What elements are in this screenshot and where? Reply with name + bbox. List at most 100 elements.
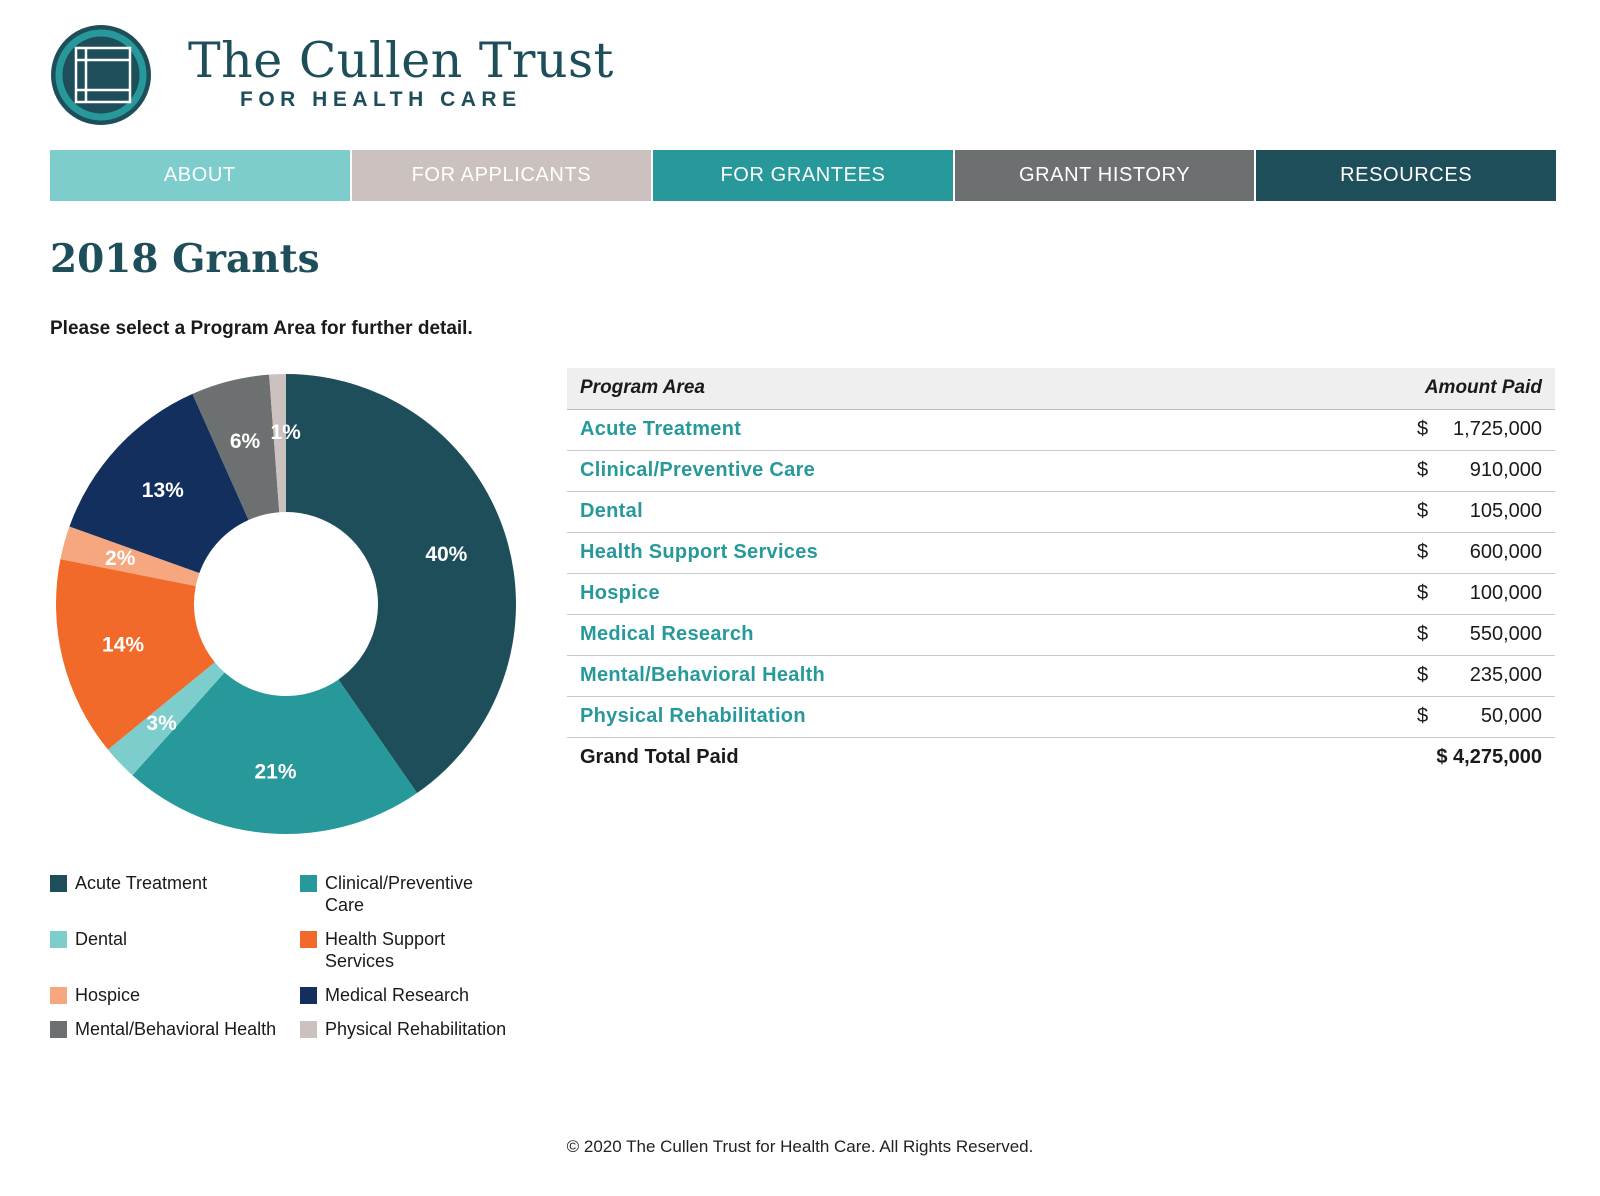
program-area-link[interactable]: Dental <box>567 491 1355 533</box>
slice-mental-behavioral-health[interactable] <box>192 374 280 520</box>
program-area-link[interactable]: Acute Treatment <box>567 409 1355 451</box>
currency-symbol: $ <box>1417 541 1429 563</box>
header-amount-paid: Amount Paid <box>1355 368 1555 410</box>
program-area-link[interactable]: Clinical/Preventive Care <box>567 450 1355 492</box>
currency-symbol: $ <box>1417 623 1429 645</box>
slice-clinical-preventive-care[interactable] <box>132 672 418 834</box>
slice-label-hospice: 2% <box>105 547 136 570</box>
nav-for-grantees[interactable]: FOR GRANTEES <box>653 150 953 201</box>
amount-cell: $550,000 <box>1355 614 1555 656</box>
legend-swatch <box>50 931 67 948</box>
legend-swatch <box>300 987 317 1004</box>
grants-donut-chart: 40% 21% 3% 14% 2% 13% 6% 1% <box>48 366 524 842</box>
instruction-text: Please select a Program Area for further… <box>50 318 473 339</box>
legend-item-mental-behavioral-health[interactable]: Mental/Behavioral Health <box>50 1018 300 1040</box>
nav-resources[interactable]: RESOURCES <box>1256 150 1556 201</box>
nav-about[interactable]: ABOUT <box>50 150 350 201</box>
amount-value: 100,000 <box>1469 582 1542 604</box>
slice-label-clinical-preventive-care: 21% <box>254 761 296 784</box>
legend-item-health-support-services[interactable]: Health Support Services <box>300 928 510 972</box>
grand-total-row: Grand Total Paid $ 4,275,000 <box>567 737 1555 778</box>
slice-label-physical-rehabilitation: 1% <box>271 421 302 444</box>
amount-value: 1,725,000 <box>1453 418 1542 440</box>
program-area-link[interactable]: Mental/Behavioral Health <box>567 655 1355 697</box>
amount-value: 105,000 <box>1469 500 1542 522</box>
currency-symbol: $ <box>1417 459 1429 481</box>
legend-swatch <box>50 987 67 1004</box>
table-row: Physical Rehabilitation $50,000 <box>567 696 1555 738</box>
amount-value: 235,000 <box>1469 664 1542 686</box>
legend-item-medical-research[interactable]: Medical Research <box>300 984 510 1006</box>
legend-label: Physical Rehabilitation <box>325 1019 507 1039</box>
legend-label: Hospice <box>75 985 141 1005</box>
legend-swatch <box>300 931 317 948</box>
amount-value: 50,000 <box>1480 705 1542 727</box>
amount-value: 550,000 <box>1469 623 1542 645</box>
slice-medical-research[interactable] <box>69 393 249 574</box>
legend-label: Clinical/Preventive Care <box>325 873 474 915</box>
legend-item-acute-treatment[interactable]: Acute Treatment <box>50 872 300 916</box>
amount-value: 600,000 <box>1469 541 1542 563</box>
cullen-logo-icon[interactable] <box>50 24 152 126</box>
amount-cell: $600,000 <box>1355 532 1555 574</box>
table-header-row: Program Area Amount Paid <box>567 368 1555 410</box>
legend-label: Health Support Services <box>325 929 446 971</box>
legend-swatch <box>300 1021 317 1038</box>
grand-total-amount: $ 4,275,000 <box>1436 746 1542 769</box>
legend-swatch <box>300 875 317 892</box>
currency-symbol: $ <box>1417 664 1429 686</box>
table-row: Dental $105,000 <box>567 491 1555 533</box>
legend-item-dental[interactable]: Dental <box>50 928 300 972</box>
slice-dental[interactable] <box>107 662 225 776</box>
amount-value: 910,000 <box>1469 459 1542 481</box>
amount-cell: $50,000 <box>1355 696 1555 738</box>
slice-label-acute-treatment: 40% <box>425 543 467 566</box>
slice-label-mental-behavioral-health: 6% <box>230 430 261 453</box>
slice-physical-rehabilitation[interactable] <box>269 374 286 513</box>
site-header: The Cullen Trust FOR HEALTH CARE <box>50 24 613 128</box>
currency-symbol: $ <box>1417 500 1429 522</box>
legend-swatch <box>50 1021 67 1038</box>
header-program-area: Program Area <box>567 368 1355 410</box>
legend-item-physical-rehabilitation[interactable]: Physical Rehabilitation <box>300 1018 510 1040</box>
chart-legend: Acute Treatment Clinical/Preventive Care… <box>50 872 510 1040</box>
nav-grant-history[interactable]: GRANT HISTORY <box>954 150 1255 201</box>
slice-label-health-support-services: 14% <box>102 634 144 657</box>
program-area-link[interactable]: Physical Rehabilitation <box>567 696 1355 738</box>
legend-label: Medical Research <box>325 985 470 1005</box>
amount-cell: $1,725,000 <box>1355 409 1555 451</box>
grand-total-label: Grand Total Paid <box>580 746 739 769</box>
table-row: Mental/Behavioral Health $235,000 <box>567 655 1555 697</box>
amount-cell: $100,000 <box>1355 573 1555 615</box>
footer-copyright: © 2020 The Cullen Trust for Health Care.… <box>566 1137 1034 1156</box>
slice-hospice[interactable] <box>60 526 200 587</box>
legend-item-clinical-preventive-care[interactable]: Clinical/Preventive Care <box>300 872 510 916</box>
amount-cell: $910,000 <box>1355 450 1555 492</box>
currency-symbol: $ <box>1417 582 1429 604</box>
program-area-link[interactable]: Hospice <box>567 573 1355 615</box>
legend-label: Dental <box>75 929 128 949</box>
slice-label-dental: 3% <box>146 712 177 735</box>
slice-health-support-services[interactable] <box>55 559 215 750</box>
donut-svg: 40% 21% 3% 14% 2% 13% 6% 1% <box>55 374 516 834</box>
nav-for-applicants[interactable]: FOR APPLICANTS <box>351 150 652 201</box>
currency-symbol: $ <box>1417 705 1429 727</box>
slice-acute-treatment[interactable] <box>286 374 516 794</box>
table-row: Hospice $100,000 <box>567 573 1555 615</box>
program-area-link[interactable]: Medical Research <box>567 614 1355 656</box>
amount-cell: $105,000 <box>1355 491 1555 533</box>
main-nav: ABOUT FOR APPLICANTS FOR GRANTEES GRANT … <box>50 150 1556 201</box>
amount-cell: $235,000 <box>1355 655 1555 697</box>
table-row: Acute Treatment $1,725,000 <box>567 409 1555 451</box>
table-row: Clinical/Preventive Care $910,000 <box>567 450 1555 492</box>
program-area-link[interactable]: Health Support Services <box>567 532 1355 574</box>
grants-table: Program Area Amount Paid Acute Treatment… <box>567 368 1555 778</box>
legend-swatch <box>50 875 67 892</box>
brand-subtitle: FOR HEALTH CARE <box>240 88 522 111</box>
legend-item-hospice[interactable]: Hospice <box>50 984 300 1006</box>
page-title: 2018 Grants <box>50 236 320 282</box>
legend-label: Acute Treatment <box>75 873 208 893</box>
currency-symbol: $ <box>1417 418 1429 440</box>
slice-label-medical-research: 13% <box>142 479 184 502</box>
brand-title[interactable]: The Cullen Trust <box>188 32 614 89</box>
